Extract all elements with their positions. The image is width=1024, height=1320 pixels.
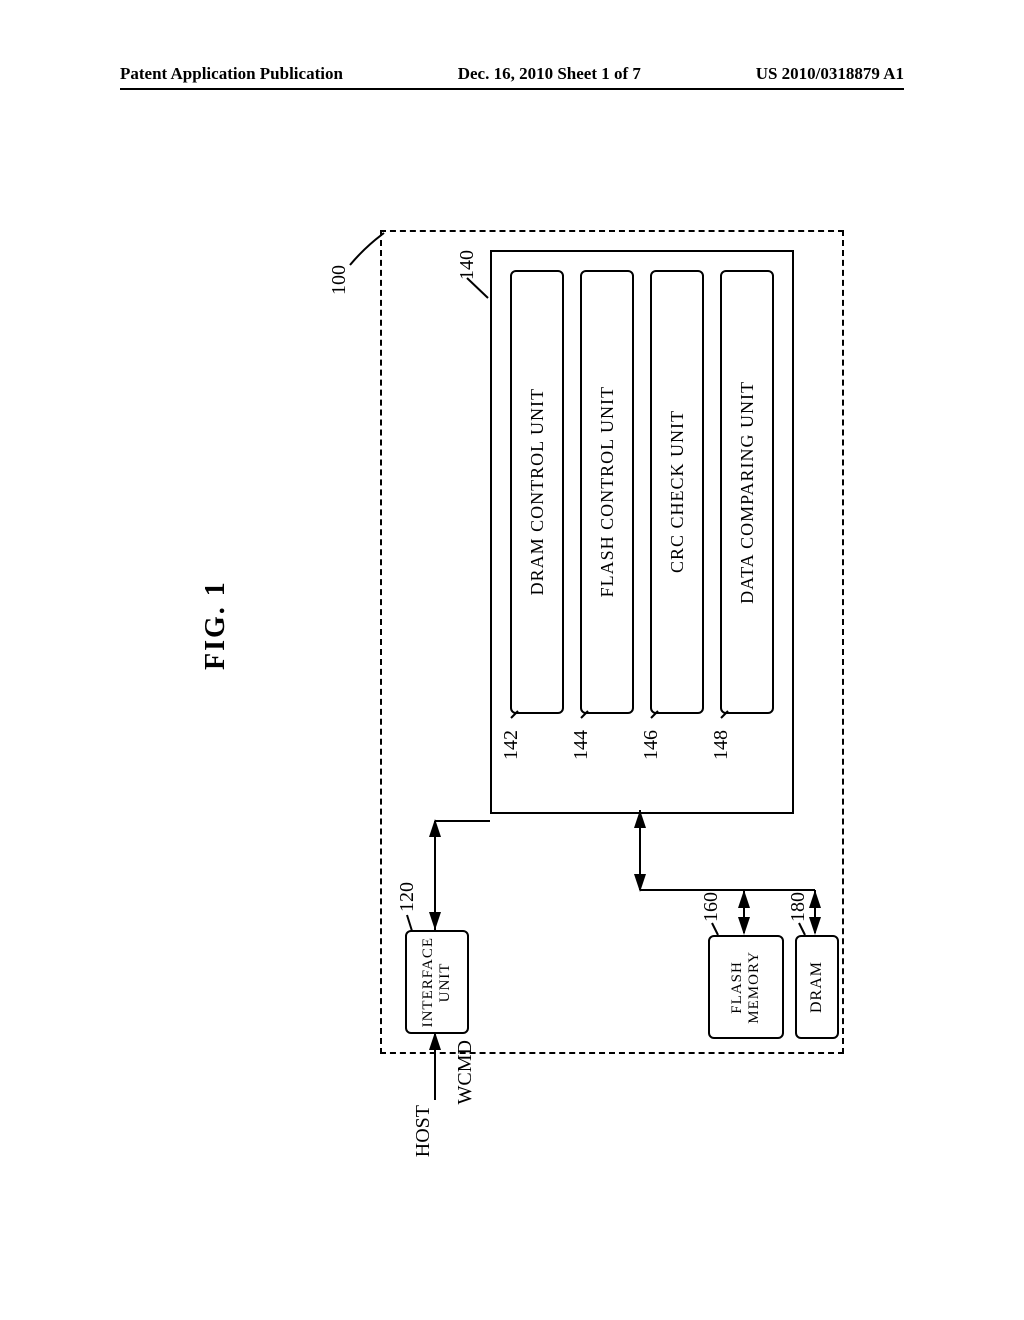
figure-area: FIG. 1 100 HOST WCMD INTERFACE UNIT 120 … (140, 170, 900, 1170)
ref-system: 100 (328, 265, 351, 295)
header-center: Dec. 16, 2010 Sheet 1 of 7 (458, 64, 641, 84)
ref-flash-ctrl: 144 (570, 730, 593, 760)
ref-interface: 120 (396, 882, 419, 912)
ref-flash: 160 (700, 892, 723, 922)
crc-check-label: CRC CHECK UNIT (667, 410, 688, 573)
header-rule (120, 88, 904, 90)
ref-controller: 140 (456, 250, 479, 280)
data-compare-block: DATA COMPARING UNIT (720, 270, 774, 714)
ref-dram-ctrl: 142 (500, 730, 523, 760)
dram-label: DRAM (808, 961, 826, 1013)
dram-control-label: DRAM CONTROL UNIT (527, 388, 548, 595)
dram-block: DRAM (795, 935, 839, 1039)
interface-unit-label: INTERFACE UNIT (420, 937, 454, 1027)
ref-compare: 148 (710, 730, 733, 760)
dram-control-block: DRAM CONTROL UNIT (510, 270, 564, 714)
flash-memory-block: FLASH MEMORY (708, 935, 784, 1039)
interface-unit-block: INTERFACE UNIT (405, 930, 469, 1034)
flash-control-label: FLASH CONTROL UNIT (597, 386, 618, 597)
signal-label: WCMD (454, 1040, 477, 1104)
ref-dram: 180 (787, 892, 810, 922)
host-label: HOST (412, 1105, 435, 1157)
data-compare-label: DATA COMPARING UNIT (737, 381, 758, 604)
page: Patent Application Publication Dec. 16, … (0, 0, 1024, 1320)
page-header: Patent Application Publication Dec. 16, … (0, 64, 1024, 84)
ref-crc: 146 (640, 730, 663, 760)
flash-memory-label: FLASH MEMORY (729, 951, 763, 1024)
crc-check-block: CRC CHECK UNIT (650, 270, 704, 714)
flash-control-block: FLASH CONTROL UNIT (580, 270, 634, 714)
figure-label: FIG. 1 (200, 580, 232, 670)
header-right: US 2010/0318879 A1 (756, 64, 904, 84)
header-left: Patent Application Publication (120, 64, 343, 84)
